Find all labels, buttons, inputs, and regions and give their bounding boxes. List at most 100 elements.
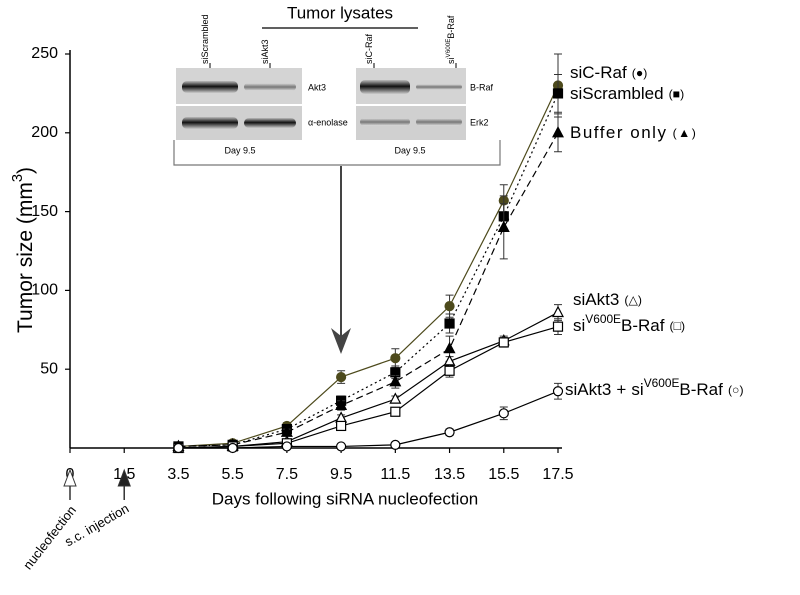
- y-axis-label: Tumor size (mm3): [10, 167, 37, 333]
- point: [498, 337, 509, 348]
- point: [444, 301, 455, 312]
- legend-label-part: (●): [632, 66, 648, 80]
- lane-label: siAkt3: [260, 39, 270, 64]
- legend-label: siAkt3 (△): [573, 290, 642, 309]
- blot-label: B-Raf: [470, 82, 494, 92]
- blot-label: Erk2: [470, 117, 489, 127]
- x-tick-label: 5.5: [222, 466, 244, 483]
- y-axis-label-part: ): [14, 167, 37, 174]
- legend-label-part: V600E: [644, 376, 680, 390]
- legend-label: siScrambled (■): [570, 84, 684, 103]
- legend-label: siV600EB-Raf (□): [573, 312, 685, 335]
- legend-label-part: B-Raf: [621, 316, 665, 335]
- point: [552, 321, 564, 332]
- blot-band: [416, 84, 462, 90]
- legend-label-part: Buffer only: [570, 123, 667, 142]
- point: [498, 408, 509, 419]
- blot-band: [360, 80, 410, 94]
- point: [390, 353, 401, 364]
- point: [335, 398, 348, 411]
- blot-label: Akt3: [308, 82, 326, 92]
- legend-label-part: si: [573, 316, 585, 335]
- series-line: [178, 390, 559, 449]
- blot-band: [360, 118, 410, 126]
- point: [390, 406, 401, 417]
- lane-label-part: siAkt3: [260, 39, 270, 64]
- lane-label: siC-Raf: [364, 33, 374, 64]
- x-axis-label: Days following siRNA nucleofection: [212, 489, 478, 508]
- point: [389, 392, 402, 404]
- point: [444, 427, 455, 438]
- legend-label: Buffer only (▲): [570, 123, 697, 142]
- series-line: [178, 326, 559, 449]
- inset-title: Tumor lysates: [287, 3, 393, 22]
- point: [336, 371, 347, 383]
- point: [497, 220, 510, 232]
- point: [389, 375, 402, 387]
- legend-label-part: (▲): [673, 126, 698, 140]
- point: [390, 439, 401, 450]
- legend-label-part: si: [631, 380, 643, 399]
- y-tick-label: 150: [31, 203, 58, 220]
- day-label: Day 9.5: [394, 145, 425, 155]
- blot-band: [244, 118, 296, 128]
- blot-label: α-enolase: [308, 117, 348, 127]
- x-tick-label: 13.5: [434, 466, 465, 483]
- lane-label-part: siScrambled: [200, 14, 210, 64]
- y-tick-label: 200: [31, 124, 58, 141]
- legend-label-part: (□): [670, 319, 686, 333]
- lane-label: siScrambled: [200, 14, 210, 64]
- blot-band: [244, 83, 296, 91]
- series-line: [178, 93, 559, 448]
- series-line: [178, 311, 559, 449]
- point: [281, 441, 292, 452]
- legend-label-part: (○): [728, 383, 744, 397]
- point: [173, 442, 184, 454]
- point: [444, 365, 455, 376]
- inset-arrowhead: [331, 328, 351, 354]
- lane-label-part: V600E: [445, 39, 452, 58]
- blot-band: [182, 117, 238, 129]
- y-axis-label-part: Tumor size (mm: [14, 182, 37, 333]
- x-tick-label: 7.5: [276, 466, 298, 483]
- x-tick-label: 17.5: [542, 466, 573, 483]
- legend-label-part: siC-Raf: [570, 63, 627, 82]
- legend-label-part: siAkt3: [573, 290, 619, 309]
- point: [552, 305, 564, 318]
- point: [552, 386, 564, 397]
- point: [227, 442, 238, 454]
- blot-band: [182, 81, 238, 93]
- point: [336, 441, 347, 452]
- y-tick-label: 100: [31, 282, 58, 299]
- x-tick-label: 15.5: [488, 466, 519, 483]
- point: [552, 126, 564, 138]
- series-line: [178, 132, 559, 448]
- lane-label: siV600EB-Raf: [445, 15, 456, 64]
- legend-label-part: +: [616, 380, 626, 399]
- point: [443, 341, 456, 354]
- y-tick-label: 250: [31, 45, 58, 62]
- legend-label-part: siAkt3: [565, 380, 611, 399]
- lane-label-part: B-Raf: [446, 15, 456, 39]
- inset-bracket: [173, 140, 501, 166]
- legend-label: siC-Raf (●): [570, 63, 647, 82]
- lane-label-part: si: [446, 58, 456, 65]
- legend-label-part: (■): [669, 87, 685, 101]
- lane-label-part: siC-Raf: [364, 33, 374, 64]
- legend-label-part: (△): [624, 293, 642, 307]
- y-tick-label: 50: [40, 360, 58, 377]
- point: [336, 420, 347, 432]
- day-label: Day 9.5: [224, 145, 255, 155]
- legend-label: siAkt3 + siV600EB-Raf (○): [565, 376, 744, 399]
- point: [444, 318, 455, 329]
- x-tick-label: 11.5: [380, 466, 410, 483]
- series-line: [178, 85, 559, 448]
- y-axis-label-part: 3: [10, 174, 26, 182]
- annotation-arrow: [117, 468, 131, 487]
- annotation-arrow: [63, 468, 77, 487]
- legend-label-part: V600E: [585, 312, 621, 326]
- point: [552, 88, 564, 99]
- legend-label-part: B-Raf: [679, 380, 723, 399]
- x-tick-label: 3.5: [167, 466, 189, 483]
